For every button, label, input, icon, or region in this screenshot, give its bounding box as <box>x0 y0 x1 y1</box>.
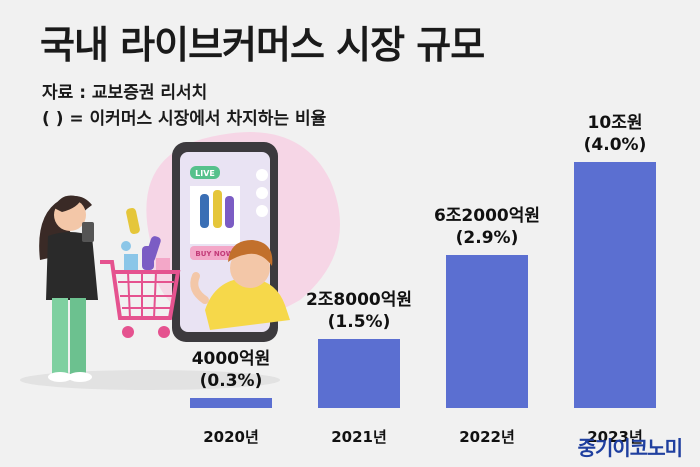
x-tick-label-0: 2020년 <box>203 428 259 446</box>
bar-value-text-1: 2조8000억원 <box>305 290 413 311</box>
bar-1 <box>318 339 400 408</box>
bar-share-text-2: (2.9%) <box>455 228 519 249</box>
bar-value-label-0: 4000억원 (0.3%) <box>150 348 312 392</box>
ratio-note: ( ) = 이커머스 시장에서 차지하는 비율 <box>42 109 327 129</box>
bar-value-text-0: 4000억원 <box>191 349 271 370</box>
bar-value-label-3: 10조원 (4.0%) <box>534 112 696 156</box>
bar-value-label-1: 2조8000억원 (1.5%) <box>278 289 440 333</box>
publisher-watermark: 중기이코노미 <box>577 436 683 460</box>
x-tick-label-3: 2023년 <box>587 428 643 446</box>
bar-value-label-2: 6조2000억원 (2.9%) <box>406 205 568 249</box>
bar-share-text-1: (1.5%) <box>327 312 391 333</box>
bar-0 <box>190 398 272 408</box>
bar-2 <box>446 255 528 408</box>
bar-share-text-3: (4.0%) <box>583 135 647 155</box>
bar-value-text-3: 10조원 <box>587 113 643 133</box>
bar-share-text-0: (0.3%) <box>199 371 263 392</box>
bar-value-text-2: 6조2000억원 <box>433 206 541 227</box>
x-tick-label-1: 2021년 <box>331 428 387 446</box>
x-tick-label-2: 2022년 <box>459 428 515 446</box>
source-note: 자료 : 교보증권 리서치 <box>42 83 208 103</box>
page-title: 국내 라이브커머스 시장 규모 <box>40 23 485 67</box>
bar-3 <box>574 162 656 408</box>
